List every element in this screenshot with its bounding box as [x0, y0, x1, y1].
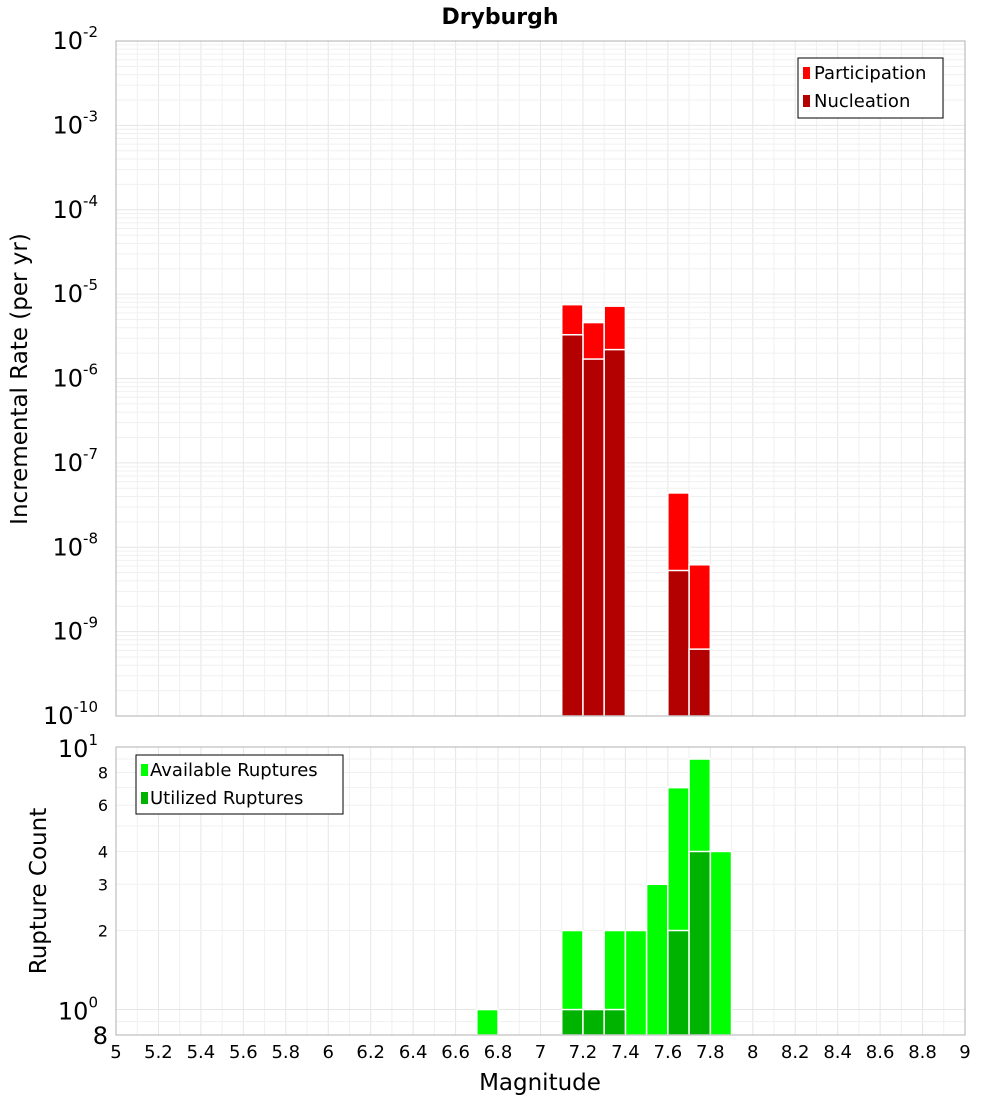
rate-bar-b [603, 348, 627, 717]
x-tick-labels: 5 5.2 5.4 5.6 5.8 6 6.2 6.4 6.6 6.8 7 7.2 7.4 7.6 7.8 8… [110, 1042, 970, 1063]
x-tick-label: 8 [747, 1042, 758, 1063]
x-tick-label: 5.6 [229, 1042, 258, 1063]
chart-title: Dryburgh [441, 5, 558, 30]
rate-legend-box [797, 57, 944, 119]
count-bar-a [624, 929, 648, 1036]
rate-bar-b [582, 358, 605, 717]
rate-plot-frame [115, 40, 966, 717]
rate-bar-b [667, 569, 690, 717]
count-y-tick-label: 101 [58, 731, 98, 763]
count-plot-frame [115, 746, 966, 1036]
rate-y-tick-label: 10-3 [52, 107, 98, 139]
count-bar-b [582, 1008, 605, 1036]
x-tick-label: 7.2 [569, 1042, 598, 1063]
x-tick-label: 6 [323, 1042, 334, 1063]
legend-label-nucleation: Nucleation [814, 91, 910, 112]
x-tick-label: 5.8 [271, 1042, 300, 1063]
count-y-tick-label: 3 [98, 875, 108, 894]
x-tick-label: 5.4 [187, 1042, 216, 1063]
legend-label-utilized: Utilized Ruptures [150, 788, 303, 809]
x-axis-label: Magnitude [479, 1070, 601, 1096]
count-legend-box [135, 754, 344, 815]
legend-swatch-nucleation [803, 95, 810, 107]
rate-y-tick-label: 10-6 [52, 361, 98, 393]
x-tick-label: 5 [110, 1042, 121, 1063]
count-bar-a [476, 1008, 499, 1036]
rate-y-tick-label: 10-5 [52, 276, 98, 308]
x-tick-label: 6.6 [441, 1042, 470, 1063]
count-bar-b [603, 1008, 627, 1036]
rate-y-tick-label: 10-7 [52, 445, 98, 477]
x-tick-label: 8.6 [866, 1042, 895, 1063]
x-tick-label: 7.8 [696, 1042, 725, 1063]
count-y-tick-label: 4 [98, 842, 108, 861]
count-bar-b [688, 850, 712, 1036]
rate-y-ticks: 10-2 10-3 10-4 10-5 10-6 10-7 10-8 10-9 10-10 [43, 23, 98, 730]
count-y-axis-label: Rupture Count [26, 808, 52, 974]
legend-swatch-participation [803, 67, 810, 79]
rate-bar-b [688, 648, 712, 717]
x-tick-label: 6.8 [484, 1042, 513, 1063]
rate-legend: Participation Nucleation [797, 57, 944, 119]
x-tick-label: 7 [535, 1042, 546, 1063]
rate-y-tick-label: 10-4 [52, 192, 98, 224]
rate-y-tick-label: 10-10 [43, 698, 98, 730]
x-tick-label: 9 [959, 1042, 970, 1063]
count-legend: Available Ruptures Utilized Ruptures [135, 754, 344, 815]
legend-swatch-available [141, 764, 148, 776]
x-tick-label: 7.4 [611, 1042, 640, 1063]
x-tick-label: 5.2 [144, 1042, 173, 1063]
rate-y-axis-label: Incremental Rate (per yr) [7, 233, 33, 525]
x-tick-label: 7.6 [654, 1042, 683, 1063]
legend-label-participation: Participation [814, 63, 926, 84]
rate-grid [115, 41, 966, 717]
x-tick-label: 6.4 [399, 1042, 428, 1063]
count-bar-b [667, 929, 690, 1036]
legend-label-available: Available Ruptures [150, 760, 318, 781]
count-y-tick-label: 8 [98, 763, 108, 782]
rate-y-tick-label: 10-8 [52, 529, 98, 561]
count-bar-a [645, 883, 669, 1036]
rate-bar-b [560, 334, 584, 717]
x-tick-label: 8.2 [781, 1042, 810, 1063]
x-tick-label: 6.2 [356, 1042, 385, 1063]
x-tick-label: 8.4 [823, 1042, 852, 1063]
count-y-tick-label: 6 [98, 796, 108, 815]
legend-swatch-utilized [141, 792, 148, 804]
count-y-tick-label: 2 [98, 922, 108, 941]
rate-panel: 10-2 10-3 10-4 10-5 10-6 10-7 10-8 10-9 10-10 In… [7, 23, 966, 730]
rate-y-tick-label: 10-9 [52, 614, 98, 646]
count-bar-b [560, 1008, 584, 1036]
count-y-tick-label: 100 [58, 994, 98, 1026]
x-tick-label: 8.8 [908, 1042, 937, 1063]
count-bar-a [709, 850, 733, 1036]
rate-y-tick-label: 10-2 [52, 23, 98, 55]
count-y-tick-label: 8 [93, 1022, 108, 1050]
rate-bars [560, 303, 712, 717]
